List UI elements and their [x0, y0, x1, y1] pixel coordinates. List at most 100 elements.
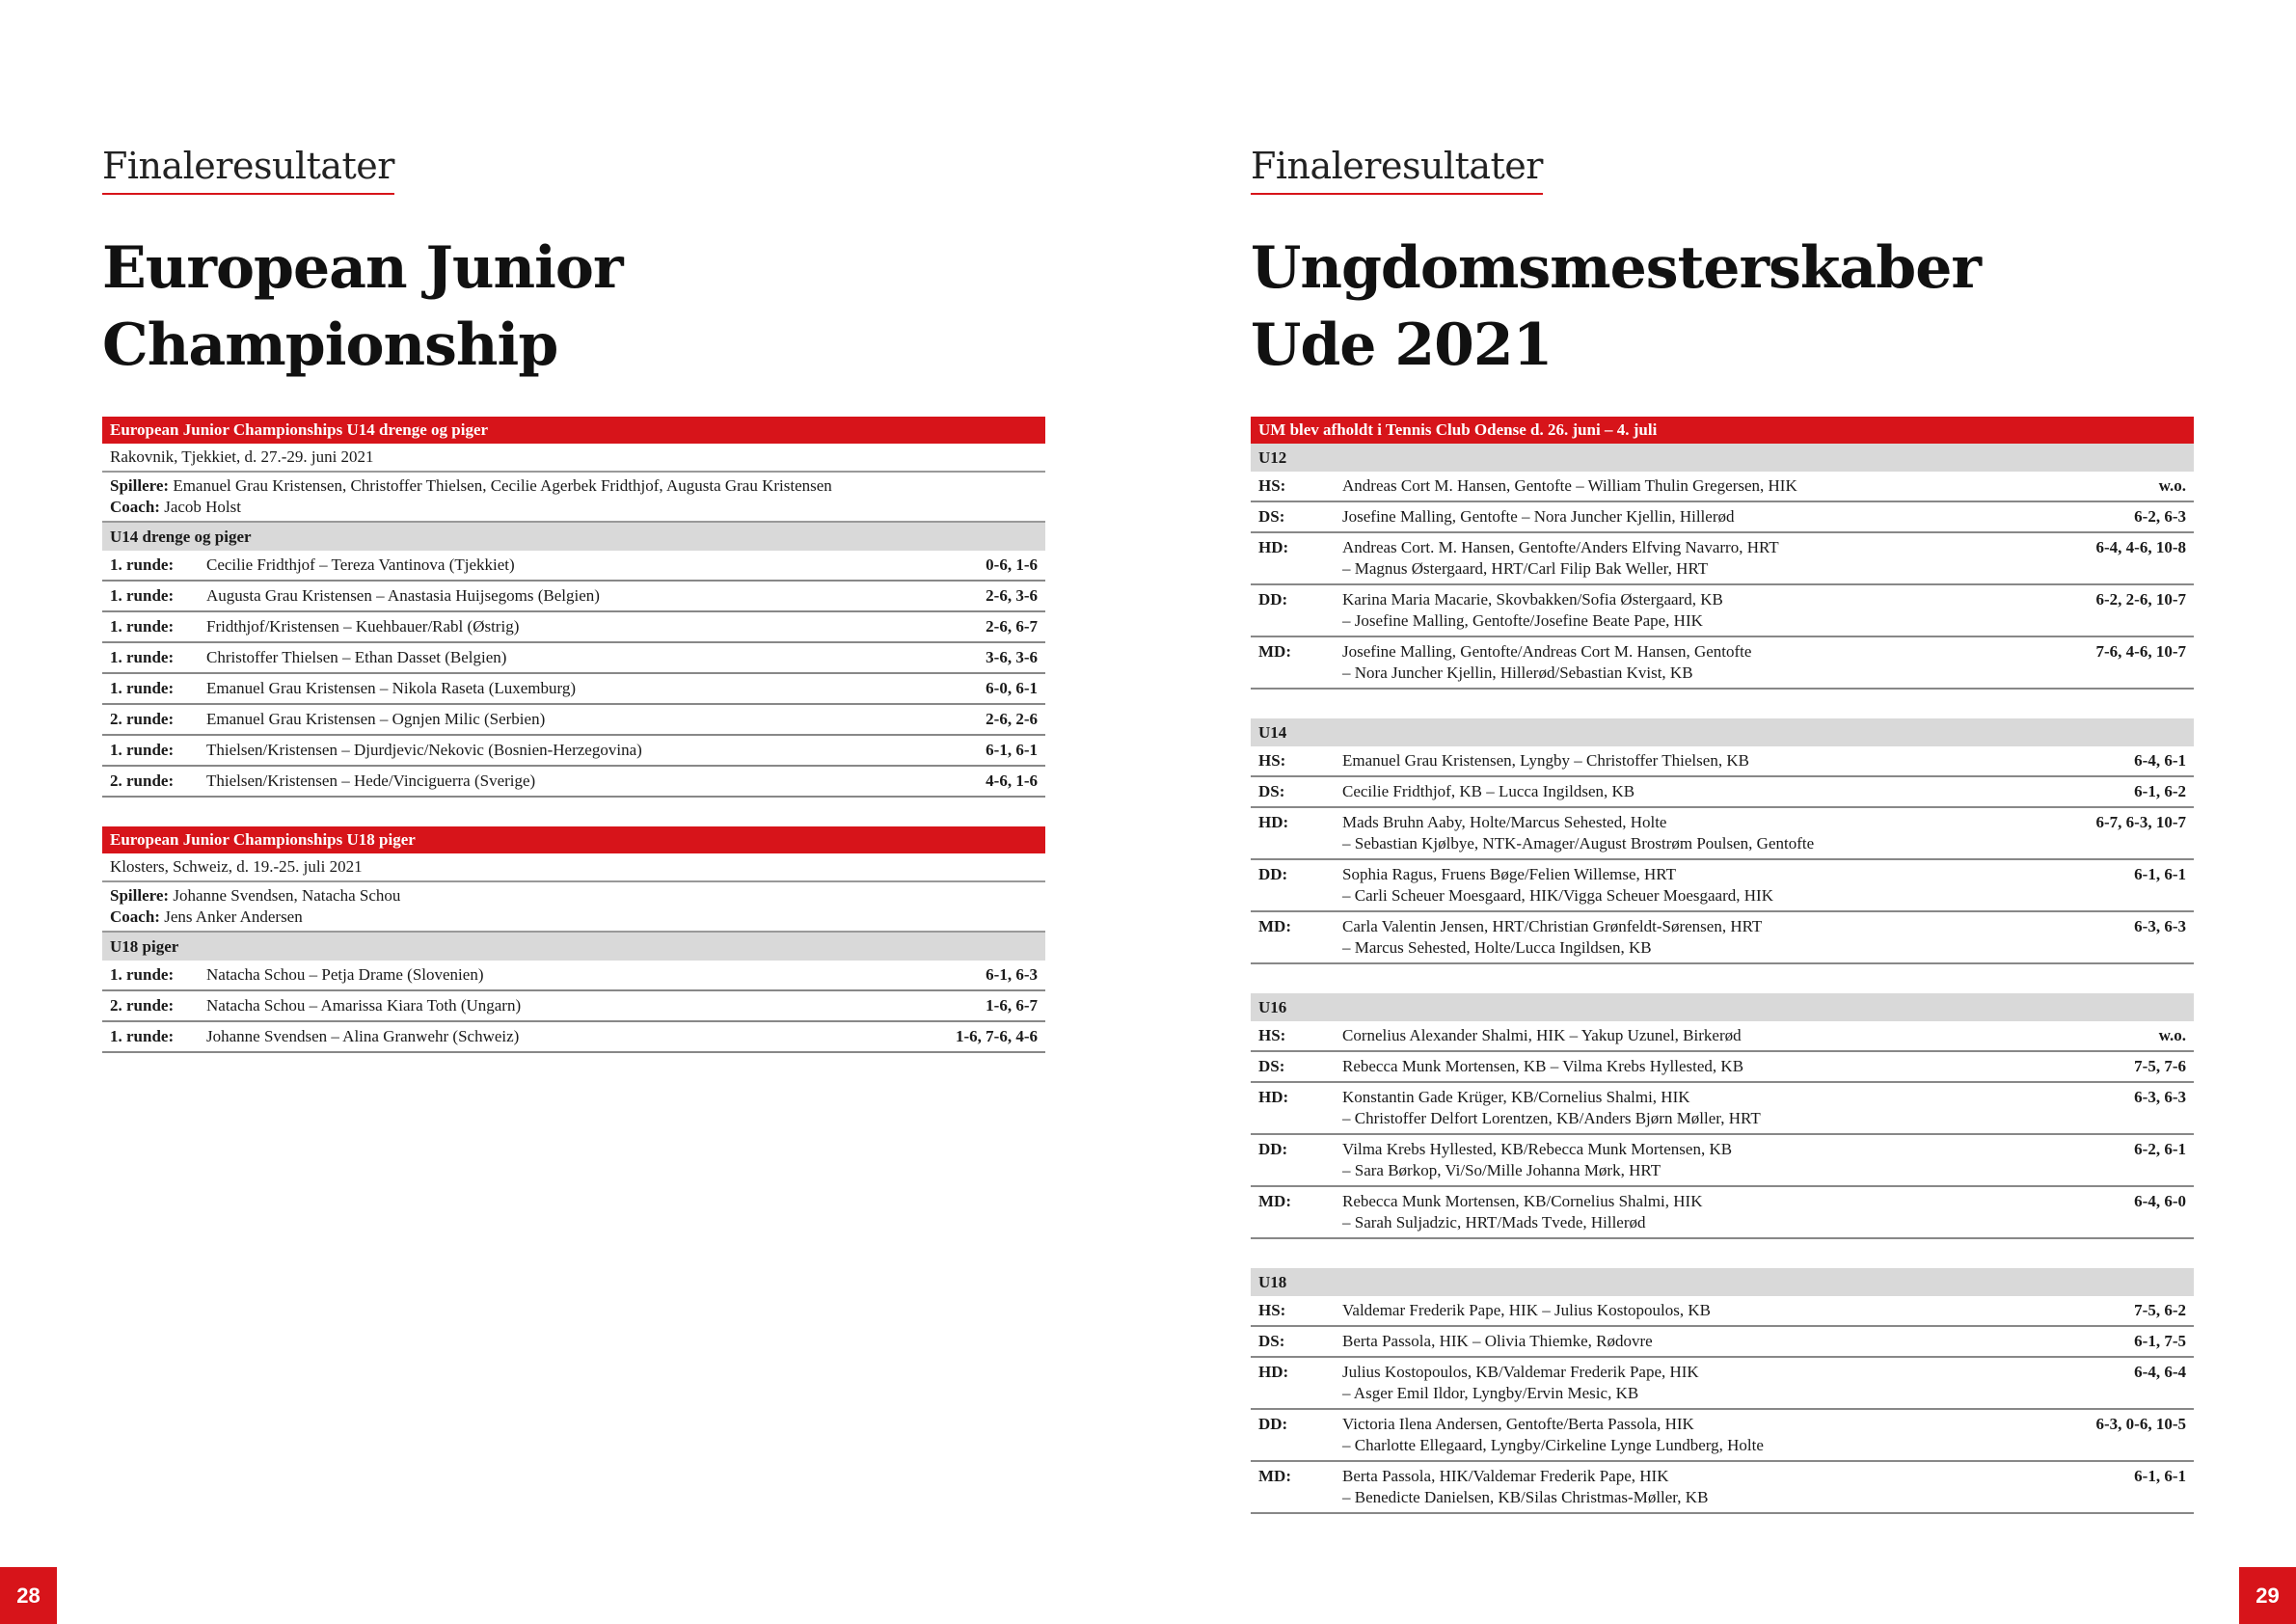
table-row: 2. runde: Thielsen/Kristensen – Hede/Vinc…: [102, 767, 1045, 798]
match-score: 1-6, 7-6, 4-6: [956, 1027, 1038, 1045]
page-number: 29: [2239, 1567, 2296, 1624]
table-row: HS: Valdemar Frederik Pape, HIK – Julius …: [1251, 1296, 2194, 1327]
event-label: DS:: [1258, 1332, 1285, 1350]
match-line: Karina Maria Macarie, Skovbakken/Sofia Ø…: [1342, 590, 1723, 609]
table-row: 1. runde: Thielsen/Kristensen – Djurdjevi…: [102, 736, 1045, 767]
round-label: 1. runde:: [110, 617, 175, 636]
table-row: 1. runde: Natacha Schou – Petja Drame (Sl…: [102, 961, 1045, 991]
match-score: 6-4, 6-4: [2134, 1363, 2186, 1381]
players-line: Spillere: Emanuel Grau Kristensen, Chris…: [110, 475, 1038, 497]
match-score: 6-3, 6-3: [2134, 917, 2186, 935]
table-row: DS: Cecilie Fridthjof, KB – Lucca Ingilds…: [1251, 777, 2194, 808]
event-label: DD:: [1258, 1415, 1288, 1433]
table-header: UM blev afholdt i Tennis Club Odense d. …: [1251, 417, 2194, 444]
match-score: 6-4, 6-0: [2134, 1192, 2186, 1210]
match-line: Cecilie Fridthjof, KB – Lucca Ingildsen,…: [1342, 782, 1635, 800]
match-line: – Sara Børkop, Vi/So/Mille Johanna Mørk,…: [1342, 1161, 1661, 1179]
match-text: Johanne Svendsen – Alina Granwehr (Schwe…: [206, 1027, 520, 1045]
table-row: 1. runde: Augusta Grau Kristensen – Anast…: [102, 582, 1045, 612]
match-text: Rebecca Munk Mortensen, KB/Cornelius Sha…: [1342, 1191, 2122, 1233]
match-text: Augusta Grau Kristensen – Anastasia Huij…: [206, 586, 600, 605]
title-line: Championship: [102, 311, 558, 379]
table-row: HD: Julius Kostopoulos, KB/Valdemar Frede…: [1251, 1358, 2194, 1410]
title-line: European Junior: [102, 234, 624, 302]
players-label: Spillere:: [110, 476, 170, 495]
match-score: w.o.: [2158, 476, 2186, 495]
event-label: MD:: [1258, 917, 1291, 935]
match-line: – Charlotte Ellegaard, Lyngby/Cirkeline …: [1342, 1436, 1764, 1454]
page-title: Ungdomsmesterskaber Ude 2021: [1251, 230, 1982, 384]
match-score: 6-1, 6-3: [986, 965, 1038, 984]
results-table: UM blev afholdt i Tennis Club Odense d. …: [1251, 417, 2194, 1514]
match-text: Cecilie Fridthjof, KB – Lucca Ingildsen,…: [1342, 781, 2122, 802]
match-score: 6-3, 6-3: [2134, 1088, 2186, 1106]
coach-text: Jens Anker Andersen: [164, 907, 303, 926]
event-label: HS:: [1258, 1301, 1286, 1319]
round-label: 1. runde:: [110, 586, 175, 605]
table-row: MD: Josefine Malling, Gentofte/Andreas Co…: [1251, 637, 2194, 690]
match-line: Valdemar Frederik Pape, HIK – Julius Kos…: [1342, 1301, 1711, 1319]
match-line: – Christoffer Delfort Lorentzen, KB/Ande…: [1342, 1109, 1761, 1127]
round-label: 1. runde:: [110, 679, 175, 697]
table-row: HD: Mads Bruhn Aaby, Holte/Marcus Seheste…: [1251, 808, 2194, 860]
event-label: DD:: [1258, 590, 1288, 609]
table-row: 1. runde: Emanuel Grau Kristensen – Nikol…: [102, 674, 1045, 705]
event-label: MD:: [1258, 642, 1291, 661]
match-score: 2-6, 2-6: [986, 710, 1038, 728]
category-header: U18: [1251, 1268, 2194, 1296]
round-label: 1. runde:: [110, 965, 175, 984]
match-score: 1-6, 6-7: [986, 996, 1038, 1015]
round-label: 1. runde:: [110, 741, 175, 759]
table-row: DD: Victoria Ilena Andersen, Gentofte/Ber…: [1251, 1410, 2194, 1462]
event-label: HS:: [1258, 1026, 1286, 1044]
match-score: 6-4, 6-1: [2134, 751, 2186, 770]
match-text: Josefine Malling, Gentofte/Andreas Cort …: [1342, 641, 2085, 684]
table-row: MD: Carla Valentin Jensen, HRT/Christian …: [1251, 912, 2194, 964]
match-line: – Asger Emil Ildor, Lyngby/Ervin Mesic, …: [1342, 1384, 1639, 1402]
round-label: 2. runde:: [110, 996, 175, 1015]
match-text: Berta Passola, HIK/Valdemar Frederik Pap…: [1342, 1466, 2122, 1508]
table-header: European Junior Championships U18 piger: [102, 826, 1045, 853]
match-text: Rebecca Munk Mortensen, KB – Vilma Krebs…: [1342, 1056, 2122, 1077]
category-header: U16: [1251, 993, 2194, 1021]
match-text: Vilma Krebs Hyllested, KB/Rebecca Munk M…: [1342, 1139, 2122, 1181]
coach-text: Jacob Holst: [164, 498, 241, 516]
event-label: MD:: [1258, 1192, 1291, 1210]
spacer: [1251, 1239, 2194, 1268]
match-line: Berta Passola, HIK/Valdemar Frederik Pap…: [1342, 1467, 1669, 1485]
round-label: 1. runde:: [110, 648, 175, 666]
match-score: 3-6, 3-6: [986, 648, 1038, 666]
match-line: Sophia Ragus, Fruens Bøge/Felien Willems…: [1342, 865, 1676, 883]
match-text: Natacha Schou – Amarissa Kiara Toth (Ung…: [206, 996, 522, 1015]
match-score: 6-1, 6-1: [2134, 865, 2186, 883]
match-score: 6-0, 6-1: [986, 679, 1038, 697]
spacer: [1251, 690, 2194, 718]
match-line: Josefine Malling, Gentofte – Nora Junche…: [1342, 507, 1735, 526]
match-line: – Sebastian Kjølbye, NTK-Amager/August B…: [1342, 834, 1815, 853]
match-line: Vilma Krebs Hyllested, KB/Rebecca Munk M…: [1342, 1140, 1733, 1158]
players-text: Johanne Svendsen, Natacha Schou: [173, 886, 401, 905]
event-label: DS:: [1258, 1057, 1285, 1075]
section-kicker: Finaleresultater: [102, 145, 394, 195]
round-label: 1. runde:: [110, 1027, 175, 1045]
table-row: MD: Rebecca Munk Mortensen, KB/Cornelius …: [1251, 1187, 2194, 1239]
category-header: U12: [1251, 444, 2194, 472]
match-line: – Sarah Suljadzic, HRT/Mads Tvede, Hille…: [1342, 1213, 1646, 1232]
event-label: DS:: [1258, 507, 1285, 526]
coach-label: Coach:: [110, 498, 160, 516]
round-label: 2. runde:: [110, 771, 175, 790]
match-text: Emanuel Grau Kristensen, Lyngby – Christ…: [1342, 750, 2122, 771]
match-score: 7-6, 4-6, 10-7: [2095, 642, 2186, 661]
table-row: HS: Andreas Cort M. Hansen, Gentofte – Wi…: [1251, 472, 2194, 502]
spacer: [102, 798, 1045, 826]
coach-line: Coach: Jens Anker Andersen: [110, 907, 1038, 928]
category-header: U14: [1251, 718, 2194, 746]
match-score: 4-6, 1-6: [986, 771, 1038, 790]
table-row: DS: Josefine Malling, Gentofte – Nora Jun…: [1251, 502, 2194, 533]
match-text: Victoria Ilena Andersen, Gentofte/Berta …: [1342, 1414, 2085, 1456]
match-line: Josefine Malling, Gentofte/Andreas Cort …: [1342, 642, 1752, 661]
match-score: 6-1, 7-5: [2134, 1332, 2186, 1350]
match-score: 6-7, 6-3, 10-7: [2095, 813, 2186, 831]
match-line: – Carli Scheuer Moesgaard, HIK/Vigga Sch…: [1342, 886, 1773, 905]
match-line: – Benedicte Danielsen, KB/Silas Christma…: [1342, 1488, 1709, 1506]
